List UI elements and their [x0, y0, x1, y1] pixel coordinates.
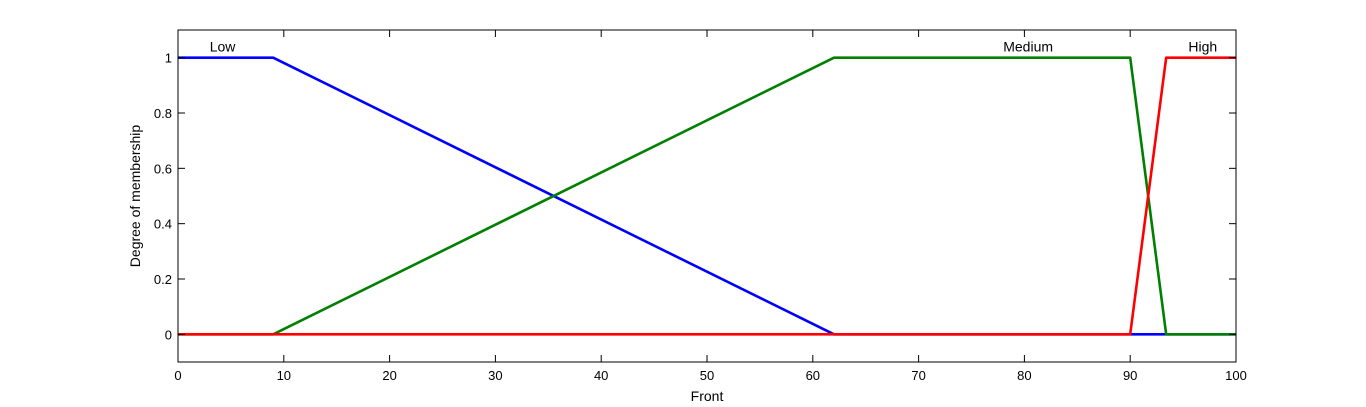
y-axis-label: Degree of membership	[127, 125, 143, 268]
y-tick-label: 1	[165, 51, 172, 66]
plot-frame	[177, 29, 1237, 363]
series-line-medium	[178, 56, 1236, 336]
x-tick-label: 60	[806, 368, 820, 383]
series-label-low: Low	[210, 39, 237, 55]
x-tick-label: 30	[488, 368, 502, 383]
y-tick-label: 0	[165, 327, 172, 342]
x-tick-label: 10	[277, 368, 291, 383]
y-tick-label: 0.6	[154, 161, 172, 176]
x-tick-label: 80	[1017, 368, 1031, 383]
x-tick-label: 70	[911, 368, 925, 383]
x-axis-label: Front	[691, 388, 724, 404]
x-tick-label: 40	[594, 368, 608, 383]
y-tick-label: 0.2	[154, 272, 172, 287]
series-labels: Low Medium High	[210, 39, 1217, 55]
y-tick-label: 0.4	[154, 217, 172, 232]
y-tick-label: 0.8	[154, 106, 172, 121]
ticks-layer: 0 10 20 30 40 50 60 70 80 90 100 0 0.2 0.4 0.6 0.8 1	[154, 30, 1247, 383]
x-tick-label: 100	[1225, 368, 1247, 383]
x-tick-label: 0	[174, 368, 181, 383]
series-line-low	[178, 56, 1236, 336]
series-line-high	[178, 56, 1236, 336]
x-tick-label: 20	[382, 368, 396, 383]
x-tick-label: 90	[1123, 368, 1137, 383]
series-layer	[178, 56, 1236, 336]
x-tick-label: 50	[700, 368, 714, 383]
series-label-high: High	[1188, 39, 1217, 55]
series-label-medium: Medium	[1003, 39, 1053, 55]
